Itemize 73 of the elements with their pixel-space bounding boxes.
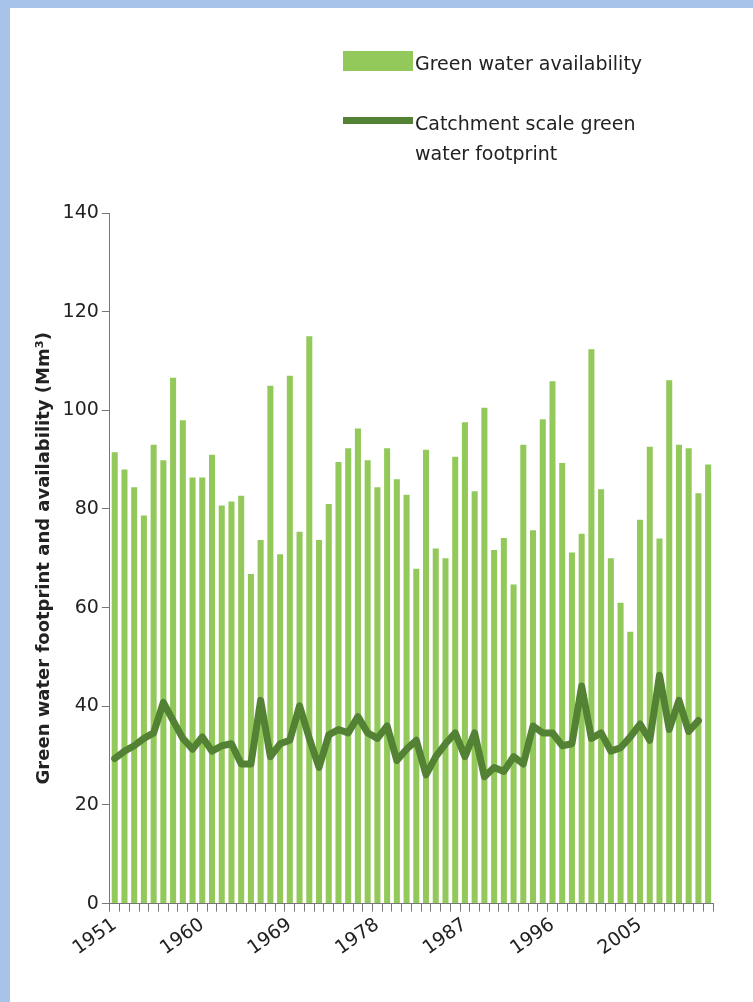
y-tick-label: 60 <box>74 594 99 617</box>
bar <box>568 552 575 904</box>
bar <box>267 385 274 904</box>
bar <box>247 574 254 904</box>
y-tick-label: 80 <box>74 495 99 518</box>
bar <box>705 464 712 904</box>
bar <box>656 538 663 904</box>
bar <box>637 519 644 904</box>
bar <box>384 448 391 904</box>
bar <box>559 463 566 904</box>
bar <box>481 407 488 904</box>
bar <box>189 477 196 904</box>
bar <box>627 631 634 904</box>
bar <box>666 380 673 904</box>
y-tick-label: 0 <box>86 890 99 913</box>
bar <box>316 540 323 904</box>
legend-label: Green water availability <box>415 51 644 76</box>
bar <box>218 505 225 904</box>
bar <box>675 444 682 904</box>
bar <box>578 533 585 904</box>
bar <box>461 422 468 904</box>
legend-label: Catchment scale green water footprint <box>415 111 637 166</box>
bar <box>500 538 507 904</box>
bar <box>442 558 449 904</box>
bar <box>695 493 702 904</box>
bar <box>170 377 177 904</box>
bar <box>121 469 128 904</box>
bar <box>685 448 692 904</box>
bar <box>208 454 216 904</box>
bar <box>374 487 381 904</box>
bar <box>423 449 430 904</box>
bar <box>111 452 118 904</box>
bar <box>646 446 653 904</box>
bar <box>179 420 186 904</box>
bar <box>539 419 546 904</box>
bar <box>598 489 605 904</box>
bar <box>238 495 245 904</box>
bar <box>140 515 147 904</box>
bar <box>228 501 235 904</box>
bar <box>364 460 371 904</box>
bar <box>432 548 439 904</box>
bar <box>520 444 527 904</box>
bar <box>150 444 157 904</box>
y-axis-title: Green water footprint and availability (Mm³) <box>32 332 54 785</box>
bar <box>510 584 517 904</box>
bar <box>413 568 420 904</box>
bar <box>491 549 498 904</box>
bar <box>403 494 410 904</box>
bar <box>199 477 206 904</box>
bar <box>257 540 264 904</box>
bar <box>617 602 624 904</box>
y-tick-label: 100 <box>62 397 99 420</box>
bar <box>549 381 556 904</box>
bar <box>306 336 313 904</box>
bar <box>452 456 459 904</box>
bar <box>354 428 361 904</box>
bar <box>286 375 293 904</box>
bar <box>160 460 167 904</box>
bar <box>131 487 138 904</box>
bar <box>393 479 400 904</box>
bar <box>335 462 342 904</box>
bar <box>530 530 537 904</box>
bar <box>471 491 478 904</box>
bar <box>345 448 352 904</box>
bar <box>277 554 284 904</box>
bar <box>607 558 614 904</box>
bar <box>588 349 595 904</box>
bar <box>325 504 332 904</box>
bar <box>296 531 303 904</box>
y-tick-label: 140 <box>62 199 99 222</box>
y-tick-label: 120 <box>62 298 99 321</box>
y-tick-label: 40 <box>74 693 99 716</box>
y-tick-label: 20 <box>74 791 99 814</box>
